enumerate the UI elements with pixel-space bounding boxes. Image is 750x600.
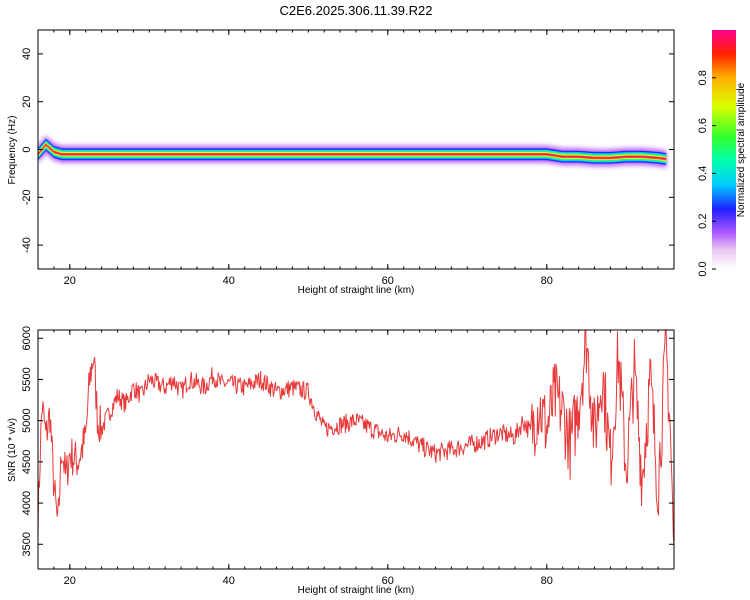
- colorbar-tick-label: 0.2: [697, 214, 709, 229]
- snr-x-ticks: 20 40 60 80: [37, 330, 675, 587]
- spectrogram-y-tick-label: 0: [21, 146, 33, 152]
- snr-y-axis-label: SNR (10 * v/v): [7, 418, 18, 482]
- colorbar-label: Normalized spectral amplitude: [736, 82, 747, 217]
- ridge-orange-core: [38, 143, 667, 161]
- colorbar-tick-label: 0.8: [697, 70, 709, 85]
- snr-y-tick-label: 4000: [21, 491, 33, 515]
- snr-y-tick-label: 3500: [21, 532, 33, 556]
- colorbar-gradient: [712, 30, 736, 269]
- snr-y-tick-label: 5500: [21, 367, 33, 391]
- snr-y-tick-label: 5000: [21, 408, 33, 432]
- spectrogram-y-tick-label: 20: [21, 96, 33, 108]
- snr-x-tick-label: 40: [223, 575, 235, 587]
- snr-y-tick-label: 6000: [21, 326, 33, 350]
- spectrogram-x-ticks: 20 40 60 80: [37, 30, 675, 287]
- figure-title: C2E6.2025.306.11.39.R22: [280, 3, 433, 18]
- ridge-green-band: [38, 141, 667, 163]
- spectrogram-x-tick-label: 80: [541, 275, 553, 287]
- snr-y-ticks: 3500 4000 4500 5000 5500 6000: [21, 326, 674, 557]
- snr-plot-area: [38, 330, 674, 569]
- snr-x-tick-label: 20: [64, 575, 76, 587]
- snr-panel: 20 40 60 80 3500 4000 4500 5000 5500 6000 Height…: [7, 326, 675, 596]
- spectrogram-x-tick-label: 40: [223, 275, 235, 287]
- spectrogram-x-axis-label: Height of straight line (km): [298, 285, 415, 296]
- spectrogram-panel: 20 40 60 80 40 20 0 -20 -40 Height of straight …: [7, 29, 675, 296]
- snr-x-tick-label: 80: [541, 575, 553, 587]
- ridge-red-core: [38, 144, 667, 160]
- snr-x-tick-label: 60: [382, 575, 394, 587]
- colorbar-tick-label: 0.4: [697, 166, 709, 181]
- spectrogram-y-tick-label: -20: [21, 189, 33, 205]
- colorbar-tick-label: 0.0: [697, 261, 709, 276]
- snr-y-tick-label: 4500: [21, 450, 33, 474]
- spectrogram-y-tick-label: 40: [21, 48, 33, 60]
- spectrogram-heatmap: [38, 134, 667, 170]
- snr-series-line: [38, 330, 674, 545]
- colorbar: 0.0 0.2 0.4 0.6 0.8 Normalized spectral ampl…: [697, 30, 747, 277]
- spectrogram-y-tick-label: -40: [21, 237, 33, 253]
- colorbar-ticks: 0.0 0.2 0.4 0.6 0.8: [697, 70, 716, 277]
- snr-x-axis-label: Height of straight line (km): [298, 585, 415, 596]
- spectrogram-y-axis-label: Frequency (Hz): [7, 116, 18, 185]
- spectrogram-y-ticks: 40 20 0 -20 -40: [21, 48, 674, 253]
- colorbar-tick-label: 0.6: [697, 118, 709, 133]
- spectrogram-x-tick-label: 60: [382, 275, 394, 287]
- ridge-yellow-band: [38, 142, 667, 162]
- spectrogram-x-tick-label: 20: [64, 275, 76, 287]
